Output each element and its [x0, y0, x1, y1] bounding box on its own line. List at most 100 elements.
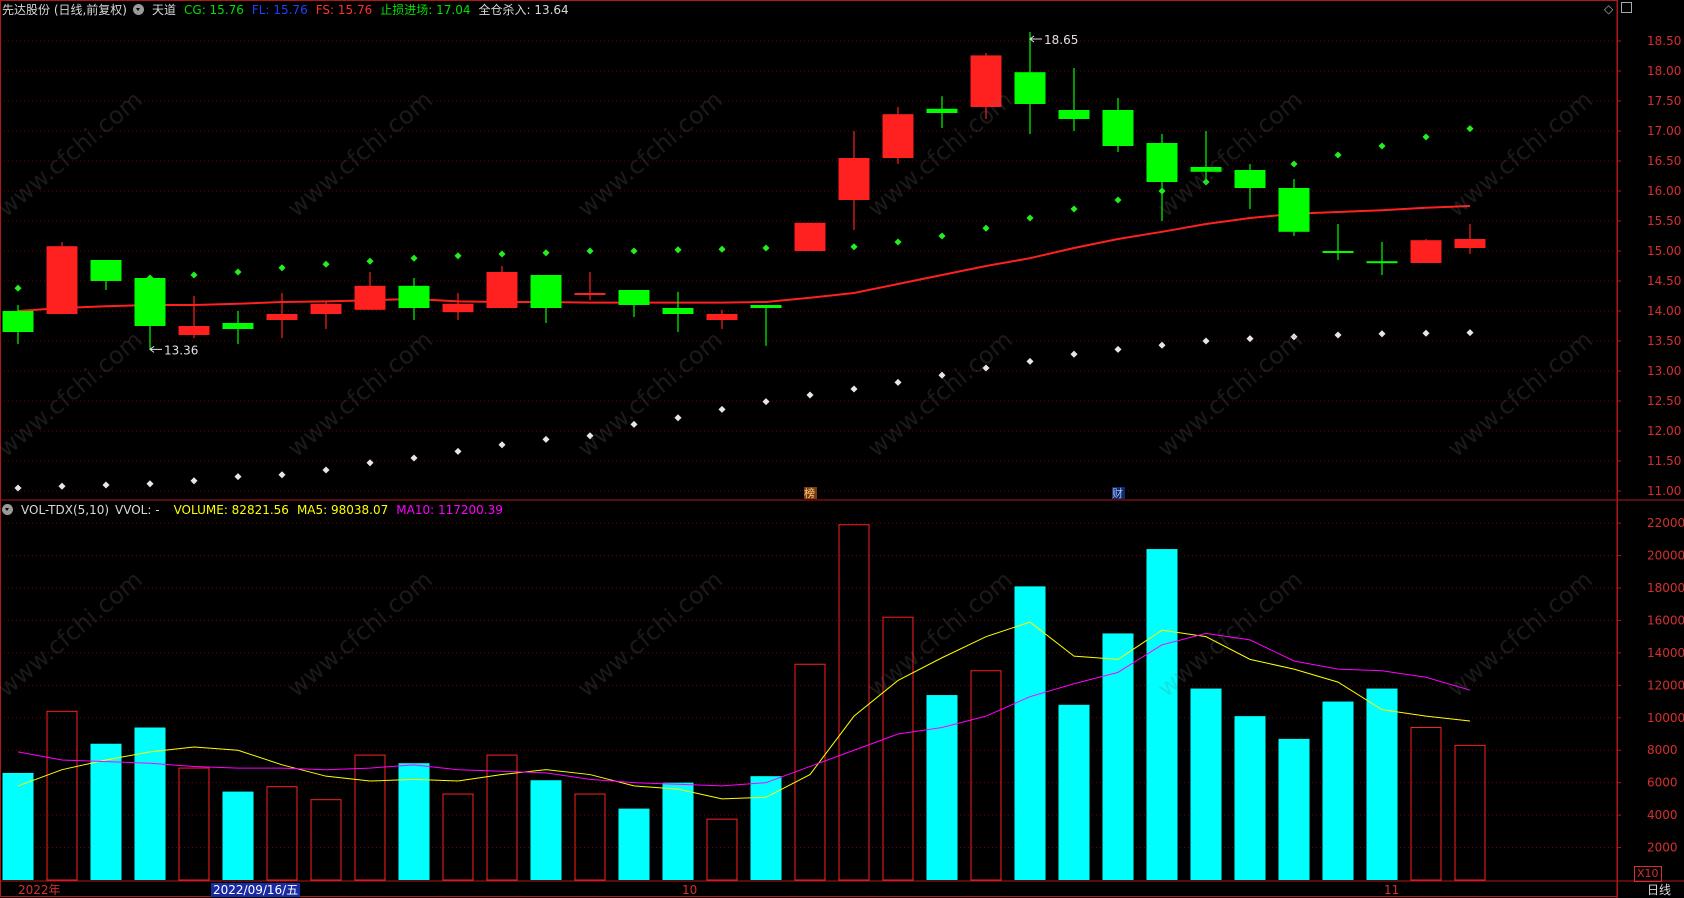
lower-dot [850, 385, 858, 393]
period-label[interactable]: 日线 [1647, 883, 1672, 897]
ma10-value: MA10: 117200.39 [396, 503, 503, 517]
upper-dot [938, 232, 946, 240]
volume-bar-down [398, 763, 430, 880]
price-tick-label: 13.00 [1647, 364, 1681, 378]
volume-bar-down [1234, 716, 1266, 880]
marker-label: 榜 [804, 486, 815, 500]
upper-dot [762, 244, 770, 252]
panel-icon[interactable] [1621, 2, 1632, 13]
upper-dot [1290, 160, 1298, 168]
lower-dot [1466, 329, 1474, 337]
lower-dot [410, 454, 418, 462]
candle-body [1190, 167, 1222, 172]
upper-dot [190, 271, 198, 279]
lower-dot [806, 391, 814, 399]
candles [2, 32, 1486, 350]
candle-body [222, 323, 254, 329]
price-tick-label: 15.00 [1647, 244, 1681, 258]
volume-tick-label: 10000 [1647, 711, 1684, 725]
volume-tick-label: 16000 [1647, 613, 1684, 627]
dropdown-icon[interactable] [2, 504, 13, 515]
zoom-label[interactable]: X10 [1634, 866, 1662, 882]
volume-bar-up [442, 793, 474, 881]
candle-body [266, 314, 298, 320]
volume-tick-label: 18000 [1647, 581, 1684, 595]
volume-bar-down [662, 782, 694, 880]
upper-dot [366, 257, 374, 265]
candle-body [1278, 188, 1310, 232]
marker-bg [1112, 487, 1125, 499]
volume-ma-lines [17, 621, 1471, 800]
volume-bar-down [1146, 549, 1178, 880]
upper-dot [498, 250, 506, 258]
candle-body [1454, 239, 1486, 248]
dropdown-icon[interactable] [133, 4, 144, 15]
volume-tick-label: 20000 [1647, 549, 1684, 563]
annotations: 18.65 13.36 榜 财 [149, 33, 1125, 500]
stock-name[interactable]: 先达股份 (日线,前复权) [2, 3, 127, 17]
volume-tick-label: 8000 [1647, 743, 1678, 757]
grid-lines [0, 40, 1617, 849]
price-tick-label: 14.00 [1647, 304, 1681, 318]
candle-body [1058, 110, 1090, 119]
candle-body [1146, 143, 1178, 182]
candle-body [794, 222, 826, 251]
volume-bar-up [310, 799, 342, 881]
volume-tick-label: 6000 [1647, 776, 1678, 790]
price-tick-label: 11.50 [1647, 454, 1681, 468]
volume-bar-up [178, 767, 210, 881]
candle-body [90, 260, 122, 281]
ma-line [17, 205, 1471, 312]
all-in-value: 全仓杀入: 13.64 [478, 3, 569, 17]
price-tick-label: 13.50 [1647, 334, 1681, 348]
upper-dot [1114, 196, 1122, 204]
candle-body [926, 108, 958, 113]
vol-indicator-name[interactable]: VOL-TDX(5,10) [21, 503, 110, 517]
volume-bar-down [530, 780, 562, 880]
volume-bar-down [1278, 738, 1310, 880]
lower-dot [454, 447, 462, 455]
indicator-name[interactable]: 天道 [152, 3, 177, 17]
volume-bar-down [750, 776, 782, 880]
lower-dot [542, 435, 550, 443]
lower-dot [1026, 357, 1034, 365]
price-tick-label: 12.00 [1647, 424, 1681, 438]
month-nov: 11 [1384, 883, 1400, 897]
volume-tick-label: 12000 [1647, 678, 1684, 692]
volume-tick-label: 22000 [1647, 516, 1684, 530]
price-ma-line [17, 205, 1471, 312]
cg-value: CG: 15.76 [184, 3, 244, 17]
lower-dot [322, 466, 330, 474]
lower-dot [630, 420, 638, 428]
diamond-icon[interactable]: ◇ [1603, 2, 1614, 16]
lower-dot [1422, 329, 1430, 337]
candle-body [706, 314, 738, 320]
volume-bar-up [706, 818, 738, 881]
marker-bg [804, 487, 817, 499]
lower-dot [278, 471, 286, 479]
price-tick-label: 16.00 [1647, 184, 1681, 198]
upper-dot [410, 254, 418, 262]
lower-dot [762, 398, 770, 406]
lower-dot [718, 405, 726, 413]
upper-dot [542, 249, 550, 257]
lower-dot [14, 484, 22, 492]
candle-body [970, 55, 1002, 107]
price-tick-label: 18.00 [1647, 64, 1681, 78]
window-controls: ◇ [1604, 2, 1632, 16]
volume-bar-up [266, 786, 298, 881]
candle-body [750, 305, 782, 308]
price-tick-label: 15.50 [1647, 214, 1681, 228]
upper-dot [278, 264, 286, 272]
candle-body [1234, 170, 1266, 188]
candle-body [398, 285, 430, 308]
fs-value: FS: 15.76 [315, 3, 373, 17]
volume-bar-up [486, 754, 518, 881]
lower-dot [894, 378, 902, 386]
candle-body [442, 303, 474, 313]
lower-dot [58, 482, 66, 490]
candle-body [46, 246, 78, 314]
lower-dot [102, 481, 110, 489]
